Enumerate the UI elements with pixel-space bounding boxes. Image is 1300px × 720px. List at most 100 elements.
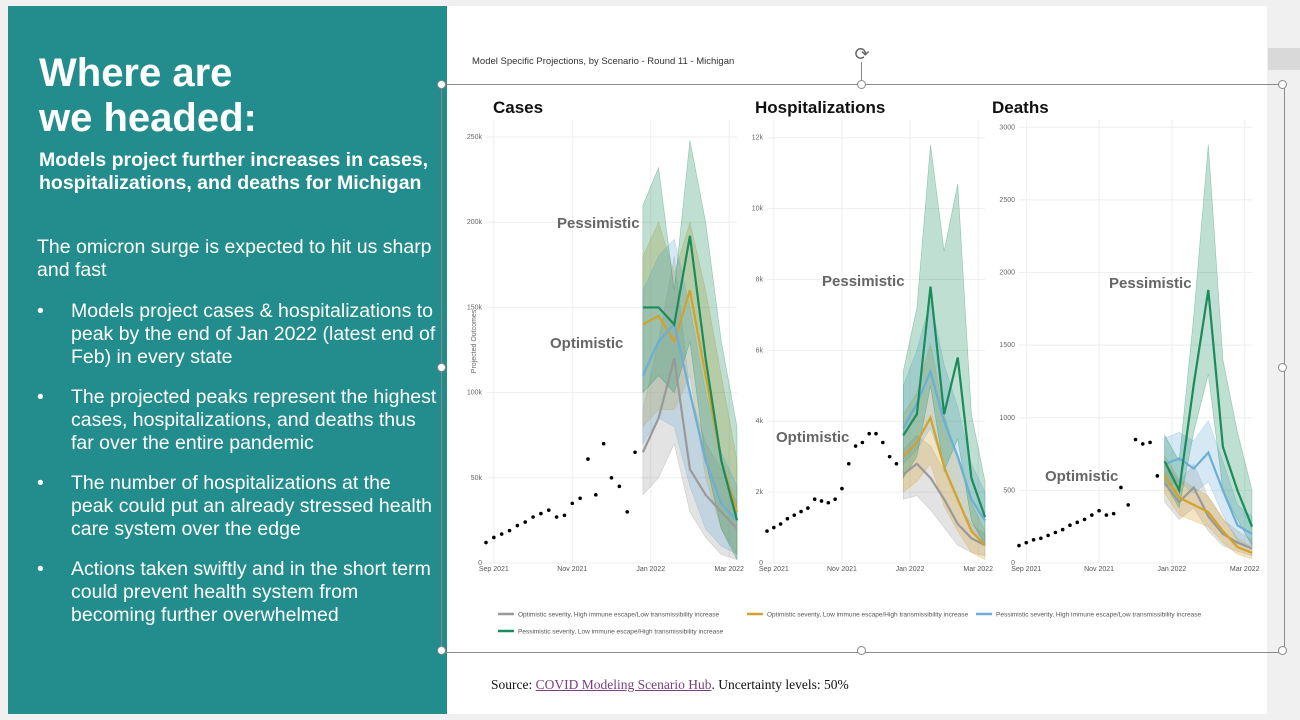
y-tick-label: 2500: [999, 197, 1015, 204]
slide-title: Where are we headed:: [39, 51, 439, 141]
x-tick-label: Mar 2022: [714, 566, 744, 573]
observed-point: [617, 484, 622, 489]
observed-point: [840, 486, 844, 491]
bullet-list: • Models project cases & hospitalizations…: [37, 300, 437, 644]
y-tick-label: 4k: [756, 418, 764, 425]
observed-point: [1126, 503, 1131, 507]
resize-handle-tl[interactable]: [437, 80, 446, 89]
x-tick-label: Nov 2021: [1084, 566, 1114, 573]
resize-handle-r[interactable]: [1278, 363, 1287, 372]
y-tick-label: 0: [1011, 560, 1015, 567]
series-line: [1163, 475, 1253, 554]
x-tick-label: Sep 2021: [759, 566, 789, 573]
series-line: [642, 235, 739, 521]
y-tick-label: 0: [478, 560, 482, 567]
y-tick-label: 100k: [467, 390, 483, 397]
y-tick-label: 200k: [467, 219, 483, 226]
x-tick-label: Mar 2022: [1230, 566, 1260, 573]
chart-title: Hospitalizations: [755, 98, 885, 117]
observed-point: [833, 497, 837, 502]
uncertainty-band: [1164, 460, 1253, 557]
bullet-item: • Models project cases & hospitalizations…: [37, 300, 437, 369]
observed-point: [867, 431, 871, 436]
observed-point: [853, 444, 858, 448]
selection-box[interactable]: [441, 84, 1285, 653]
x-tick-label: Jan 2022: [1158, 566, 1187, 573]
observed-point: [772, 525, 776, 530]
observed-point: [1024, 540, 1029, 545]
y-tick-label: 1500: [999, 342, 1015, 349]
resize-handle-br[interactable]: [1278, 646, 1287, 655]
slide-subtitle: Models project further increases in case…: [39, 149, 429, 194]
text-panel: Where are we headed: Models project furt…: [8, 6, 447, 714]
uncertainty-band: [642, 221, 738, 556]
y-tick-label: 2k: [756, 489, 764, 496]
x-tick-label: Jan 2022: [896, 566, 925, 573]
resize-handle-l[interactable]: [437, 363, 446, 372]
series-line: [902, 414, 986, 547]
observed-point: [812, 497, 817, 502]
bullet-icon: •: [37, 472, 44, 494]
rotate-handle-icon[interactable]: ⟳: [854, 44, 870, 64]
observed-point: [1039, 536, 1043, 541]
observed-point: [1148, 440, 1152, 445]
y-tick-label: 3000: [999, 124, 1015, 131]
y-tick-label: 1000: [999, 415, 1015, 422]
observed-point: [894, 461, 899, 466]
uncertainty-band: [902, 343, 986, 560]
source-suffix: . Uncertainty levels: 50%: [711, 677, 849, 692]
plot-area: [767, 120, 985, 563]
uncertainty-band: [1164, 454, 1253, 560]
scenario-annotation: Pessimistic: [557, 215, 640, 232]
bullet-text: Actions taken swiftly and in the short t…: [71, 558, 431, 626]
observed-point: [570, 501, 575, 506]
series-line: [902, 462, 986, 547]
observed-point: [562, 513, 567, 518]
observed-point: [492, 535, 496, 540]
uncertainty-band: [902, 435, 986, 557]
plot-area: [486, 120, 737, 563]
observed-point: [765, 529, 769, 533]
bullet-icon: •: [37, 558, 44, 580]
observed-point: [633, 450, 637, 455]
resize-handle-b[interactable]: [857, 646, 866, 655]
figure-title: Model Specific Projections, by Scenario …: [472, 56, 735, 67]
observed-point: [507, 528, 512, 533]
x-tick-label: Sep 2021: [1011, 566, 1041, 573]
observed-point: [523, 520, 528, 524]
bullet-item: • The number of hospitalizations at the p…: [37, 472, 437, 541]
observed-point: [1104, 513, 1109, 517]
source-prefix: Source:: [491, 677, 536, 692]
observed-point: [819, 499, 824, 503]
y-tick-label: 8k: [756, 276, 764, 283]
observed-point: [484, 540, 488, 545]
bullet-icon: •: [37, 300, 44, 322]
observed-point: [625, 510, 629, 514]
observed-point: [578, 496, 582, 501]
y-tick-label: 50k: [471, 475, 483, 482]
observed-point: [601, 441, 606, 446]
x-tick-label: Nov 2021: [557, 566, 587, 573]
y-tick-label: 150k: [467, 304, 483, 311]
observed-point: [1046, 533, 1050, 538]
y-axis-label: Projected Outcomes: [471, 309, 478, 373]
observed-point: [586, 457, 590, 461]
observed-point: [1133, 437, 1138, 442]
observed-point: [499, 532, 504, 536]
series-line: [1163, 482, 1253, 550]
series-line: [641, 322, 738, 522]
source-link[interactable]: COVID Modeling Scenario Hub: [535, 677, 712, 692]
legend-entry: Pessimistic severity, Low immune escape/…: [518, 629, 723, 636]
series-line: [641, 358, 738, 530]
series-line: [902, 286, 987, 518]
scenario-annotation: Pessimistic: [1109, 275, 1192, 292]
bullet-item: • Actions taken swiftly and in the short …: [37, 558, 437, 627]
observed-point: [799, 509, 803, 514]
resize-handle-tr[interactable]: [1278, 80, 1287, 89]
resize-handle-t[interactable]: [857, 80, 866, 89]
observed-point: [1097, 508, 1101, 513]
scenario-annotation: Optimistic: [776, 429, 849, 446]
rotate-stem: [861, 62, 862, 81]
resize-handle-bl[interactable]: [437, 646, 446, 655]
